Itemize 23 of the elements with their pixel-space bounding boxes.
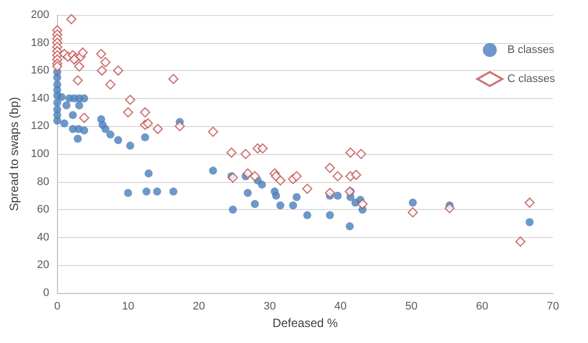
x-axis-title: Defeased % xyxy=(272,316,338,330)
y-tick-label: 100 xyxy=(30,148,50,160)
x-tick-label: 40 xyxy=(334,300,347,312)
y-tick-label: 80 xyxy=(37,176,50,188)
x-tick-label: 50 xyxy=(405,300,418,312)
x-tick-label: 10 xyxy=(122,300,134,312)
x-tick-label: 30 xyxy=(264,300,276,312)
legend-label: B classes xyxy=(507,44,555,56)
y-tick-label: 120 xyxy=(30,120,50,132)
x-tick-label: 20 xyxy=(192,300,206,312)
x-tick-label: 0 xyxy=(54,300,60,312)
y-tick-label: 0 xyxy=(43,287,50,299)
y-tick-label: 140 xyxy=(30,92,50,104)
x-tick-label: 60 xyxy=(476,300,488,312)
x-tick-label: 70 xyxy=(546,300,560,312)
y-tick-label: 20 xyxy=(37,259,50,272)
y-tick-label: 40 xyxy=(37,231,50,244)
y-tick-label: 180 xyxy=(30,36,50,49)
y-tick-label: 200 xyxy=(30,9,50,21)
y-tick-label: 60 xyxy=(37,204,50,216)
y-axis-title: Spread to swaps (bp) xyxy=(7,96,21,212)
y-tick-label: 160 xyxy=(30,64,50,77)
legend-label: C classes xyxy=(507,73,556,85)
